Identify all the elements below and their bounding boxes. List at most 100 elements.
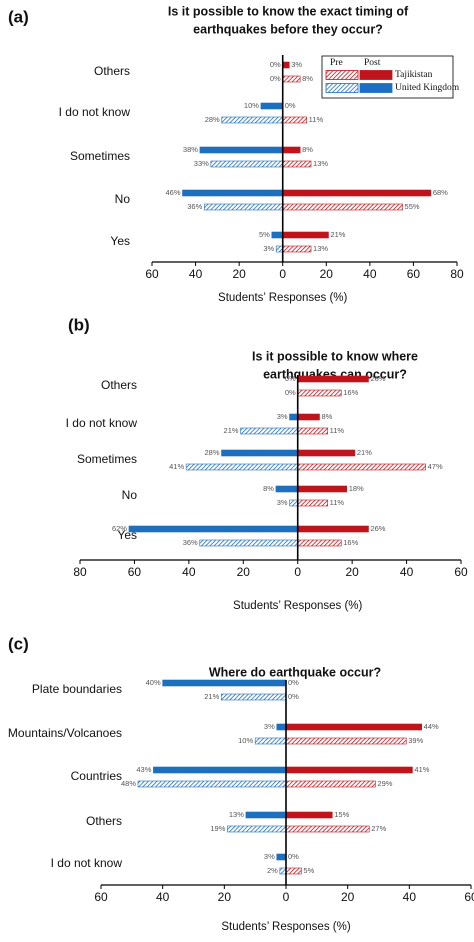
- bar: [128, 525, 299, 533]
- value-label: 19%: [210, 824, 225, 833]
- x-tick-label: 60: [94, 890, 108, 904]
- bar: [289, 413, 299, 421]
- category-label: I do not know: [66, 416, 138, 430]
- bar: [137, 780, 287, 788]
- panel-label: (c): [8, 634, 29, 653]
- bar: [199, 539, 299, 547]
- x-tick-label: 20: [341, 890, 355, 904]
- bar: [297, 427, 328, 435]
- legend-header: Pre: [330, 58, 343, 68]
- legend-swatch: [325, 83, 359, 93]
- value-label: 5%: [303, 866, 314, 875]
- value-label: 10%: [238, 736, 253, 745]
- x-axis-label: Students’ Responses (%): [218, 292, 348, 304]
- value-label: 21%: [357, 448, 372, 457]
- bar: [260, 102, 284, 110]
- value-label: 2%: [267, 866, 278, 875]
- bar: [282, 146, 301, 154]
- bar: [285, 867, 302, 875]
- x-tick-label: 40: [189, 267, 203, 281]
- value-label: 0%: [288, 852, 299, 861]
- bar: [282, 245, 312, 253]
- chart-title: earthquakes before they occur?: [193, 22, 383, 36]
- x-tick-label: 20: [320, 267, 334, 281]
- legend-swatch: [359, 70, 393, 80]
- x-axis-label: Students’ Responses (%): [233, 600, 363, 612]
- bar: [285, 811, 333, 819]
- panel-label: (b): [68, 315, 90, 334]
- value-label: 36%: [187, 202, 202, 211]
- value-label: 16%: [343, 538, 358, 547]
- value-label: 3%: [291, 60, 302, 69]
- bar: [221, 449, 299, 457]
- value-label: 55%: [405, 202, 420, 211]
- bar: [221, 116, 284, 124]
- value-label: 29%: [377, 779, 392, 788]
- category-label: I do not know: [59, 105, 131, 119]
- legend-swatch: [325, 70, 359, 80]
- value-label: 3%: [263, 244, 274, 253]
- bar: [162, 679, 287, 687]
- value-label: 28%: [204, 448, 219, 457]
- bar: [297, 389, 342, 397]
- value-label: 28%: [205, 115, 220, 124]
- bar: [297, 463, 426, 471]
- x-tick-label: 0: [294, 565, 301, 579]
- value-label: 27%: [371, 824, 386, 833]
- value-label: 10%: [244, 101, 259, 110]
- bar: [282, 231, 329, 239]
- x-tick-label: 60: [145, 267, 159, 281]
- bar: [282, 75, 301, 83]
- value-label: 0%: [270, 60, 281, 69]
- value-label: 15%: [334, 810, 349, 819]
- value-label: 68%: [433, 188, 448, 197]
- bar: [285, 723, 422, 731]
- bar: [185, 463, 299, 471]
- bar: [297, 525, 369, 533]
- bar: [271, 231, 284, 239]
- category-label: Others: [101, 378, 137, 392]
- bar: [297, 499, 328, 507]
- value-label: 26%: [370, 524, 385, 533]
- value-label: 3%: [277, 412, 288, 421]
- value-label: 16%: [343, 388, 358, 397]
- value-label: 40%: [146, 678, 161, 687]
- bar: [245, 811, 287, 819]
- value-label: 11%: [330, 498, 345, 507]
- category-label: I do not know: [51, 856, 123, 870]
- value-label: 18%: [349, 484, 364, 493]
- category-label: No: [122, 488, 138, 502]
- bar: [220, 693, 287, 701]
- chart-title: Is it possible to know the exact timing …: [168, 4, 409, 18]
- value-label: 21%: [224, 426, 239, 435]
- x-tick-label: 0: [279, 267, 286, 281]
- x-tick-label: 20: [345, 565, 359, 579]
- x-tick-label: 60: [128, 565, 142, 579]
- category-label: Sometimes: [77, 452, 137, 466]
- bar: [285, 780, 376, 788]
- value-label: 48%: [121, 779, 136, 788]
- category-label: Countries: [71, 769, 122, 783]
- bar: [279, 867, 287, 875]
- bar: [297, 539, 342, 547]
- value-label: 41%: [414, 765, 429, 774]
- bar: [297, 485, 348, 493]
- value-label: 13%: [229, 810, 244, 819]
- value-label: 13%: [313, 244, 328, 253]
- value-label: 3%: [264, 722, 275, 731]
- bar: [153, 766, 287, 774]
- value-label: 11%: [309, 115, 324, 124]
- value-label: 8%: [302, 74, 313, 83]
- value-label: 0%: [288, 678, 299, 687]
- value-label: 62%: [112, 524, 127, 533]
- category-label: Yes: [110, 234, 130, 248]
- value-label: 0%: [285, 374, 296, 383]
- category-label: Plate boundaries: [32, 682, 122, 696]
- x-tick-label: 0: [283, 890, 290, 904]
- bar: [227, 825, 287, 833]
- value-label: 21%: [204, 692, 219, 701]
- bar: [182, 189, 284, 197]
- x-axis-label: Students’ Responses (%): [221, 921, 351, 933]
- x-tick-label: 40: [182, 565, 196, 579]
